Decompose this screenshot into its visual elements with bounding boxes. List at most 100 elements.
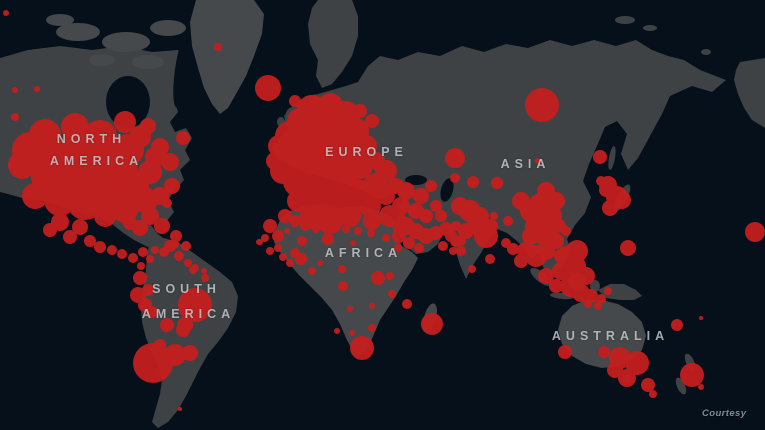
outbreak-marker <box>272 230 284 242</box>
outbreak-marker <box>514 254 528 268</box>
outbreak-marker <box>438 241 448 251</box>
outbreak-marker <box>159 247 169 257</box>
outbreak-marker <box>107 245 117 255</box>
outbreak-marker <box>201 274 209 282</box>
outbreak-marker <box>261 234 269 242</box>
outbreak-marker <box>347 153 373 179</box>
landmass-south-america <box>141 238 238 428</box>
outbreak-marker <box>598 346 610 358</box>
outbreak-marker <box>596 294 606 304</box>
outbreak-marker <box>599 176 617 194</box>
outbreak-marker <box>182 345 198 361</box>
outbreak-marker <box>44 184 76 216</box>
outbreak-marker <box>164 344 186 366</box>
outbreak-marker <box>11 113 19 121</box>
outbreak-marker-layer <box>3 10 765 411</box>
outbreak-marker <box>141 207 159 225</box>
outbreak-marker <box>649 390 657 398</box>
outbreak-marker <box>279 253 287 261</box>
outbreak-marker <box>278 209 292 223</box>
outbreak-marker <box>300 221 310 231</box>
outbreak-marker <box>699 316 703 320</box>
outbreak-marker <box>161 153 179 171</box>
outbreak-marker <box>561 226 571 236</box>
outbreak-marker <box>456 246 466 256</box>
outbreak-marker <box>67 184 103 220</box>
outbreak-marker <box>174 251 184 261</box>
outbreak-marker <box>393 221 407 235</box>
outbreak-marker <box>43 223 57 237</box>
outbreak-marker <box>359 195 381 217</box>
outbreak-marker <box>367 229 375 237</box>
outbreak-marker <box>287 190 309 212</box>
outbreak-marker <box>146 306 158 318</box>
outbreak-marker <box>214 43 222 51</box>
outbreak-marker <box>334 328 340 334</box>
outbreak-marker <box>525 88 559 122</box>
outbreak-marker <box>114 111 136 133</box>
outbreak-marker <box>363 212 381 230</box>
outbreak-marker <box>284 228 290 234</box>
outbreak-marker <box>63 230 77 244</box>
outbreak-marker <box>450 235 462 247</box>
outbreak-marker <box>430 200 442 212</box>
outbreak-marker <box>342 225 350 233</box>
outbreak-marker <box>117 249 127 259</box>
outbreak-marker <box>164 178 180 194</box>
outbreak-marker <box>177 317 193 333</box>
outbreak-marker <box>552 262 570 280</box>
outbreak-marker <box>154 339 166 351</box>
outbreak-marker <box>176 131 190 145</box>
outbreak-marker <box>160 318 174 332</box>
outbreak-marker <box>3 10 9 16</box>
outbreak-marker <box>312 225 320 233</box>
baffin-bay <box>173 32 191 108</box>
outbreak-marker <box>347 306 353 312</box>
outbreak-marker <box>178 288 212 322</box>
outbreak-marker <box>421 313 443 335</box>
outbreak-marker <box>266 247 274 255</box>
outbreak-marker <box>289 215 301 227</box>
outbreak-marker <box>151 246 159 254</box>
outbreak-marker <box>178 407 182 411</box>
outbreak-marker <box>386 272 394 280</box>
outbreak-marker <box>350 240 356 246</box>
outbreak-marker <box>419 209 433 223</box>
outbreak-marker <box>671 319 683 331</box>
outbreak-marker <box>641 378 655 392</box>
outbreak-marker <box>397 182 415 200</box>
outbreak-marker <box>549 279 563 293</box>
outbreak-marker <box>266 152 284 170</box>
outbreak-marker <box>94 205 116 227</box>
outbreak-marker <box>322 233 334 245</box>
outbreak-marker <box>34 86 40 92</box>
outbreak-marker <box>618 369 636 387</box>
outbreak-marker <box>350 336 374 360</box>
outbreak-marker <box>535 158 541 164</box>
landmass-eurasia <box>272 40 726 279</box>
outbreak-marker <box>449 247 457 255</box>
outbreak-marker <box>435 210 447 222</box>
outbreak-marker <box>558 345 572 359</box>
outbreak-marker <box>255 75 281 101</box>
outbreak-marker <box>503 216 513 226</box>
outbreak-marker <box>22 183 48 209</box>
outbreak-marker <box>593 150 607 164</box>
outbreak-marker <box>257 239 263 245</box>
outbreak-marker <box>402 299 412 309</box>
outbreak-marker <box>468 265 476 273</box>
outbreak-marker <box>151 138 169 156</box>
black-sea <box>405 175 427 185</box>
outbreak-marker <box>162 198 172 208</box>
outbreak-marker <box>613 191 631 209</box>
outbreak-marker <box>137 262 145 270</box>
outbreak-marker <box>522 227 540 245</box>
outbreak-marker <box>403 237 415 249</box>
outbreak-marker <box>371 271 385 285</box>
outbreak-marker <box>394 244 402 252</box>
outbreak-marker <box>317 208 343 234</box>
outbreak-marker <box>745 222 765 242</box>
outbreak-marker <box>450 173 460 183</box>
outbreak-marker <box>484 219 498 233</box>
